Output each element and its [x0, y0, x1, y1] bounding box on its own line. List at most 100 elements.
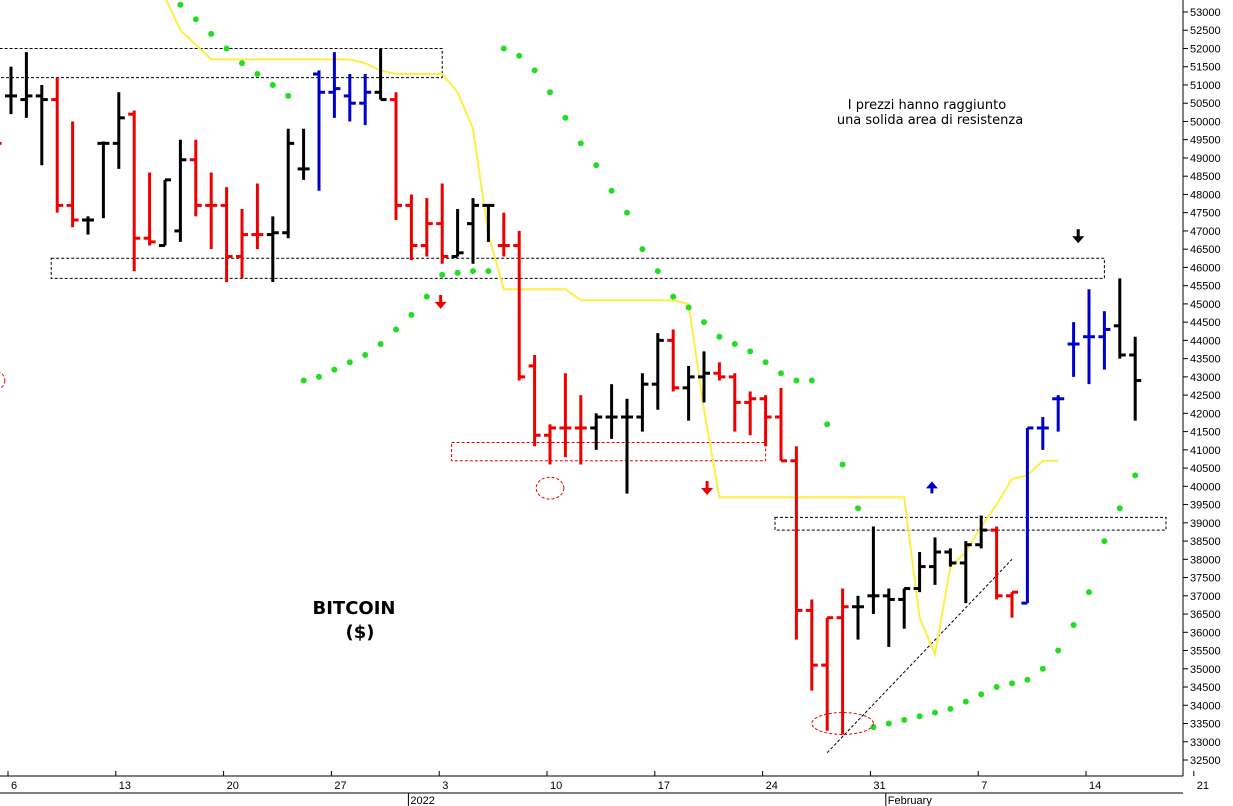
sar-dot-26 [577, 140, 584, 147]
y-tick-label-26: 45500 [1190, 281, 1221, 293]
sar-dot-17 [439, 271, 446, 278]
signal-arrow-head-1 [701, 487, 714, 495]
y-tick-label-3: 34000 [1190, 700, 1221, 712]
ohlc-bar-17 [251, 183, 264, 250]
ohlc-bar-56 [852, 595, 864, 640]
ohlc-bar-11 [159, 178, 171, 248]
signal-arrow-head-2 [925, 481, 938, 489]
highlight-ellipse-1 [535, 476, 565, 500]
ohlc-bar-29 [436, 183, 449, 264]
y-tick-label-5: 35000 [1190, 664, 1221, 676]
y-tick-label-1: 33000 [1190, 737, 1221, 749]
ohlc-bar-24 [359, 74, 372, 126]
sar-dot-45 [870, 724, 877, 731]
y-tick-label-9: 37000 [1190, 591, 1221, 603]
trendline-layer [826, 558, 1013, 754]
resistance-zone-1 [50, 257, 1105, 279]
y-tick-label-32: 48500 [1190, 171, 1221, 183]
sar-dot-48 [916, 713, 923, 720]
y-tick-label-15: 40000 [1190, 481, 1221, 493]
ohlc-bar-31 [467, 198, 479, 264]
ohlc-bar-8 [112, 92, 125, 169]
sar-dot-60 [1101, 538, 1108, 545]
sar-dot-22 [516, 52, 523, 59]
ohlc-bar-62 [944, 548, 957, 567]
sar-dot-49 [932, 709, 938, 716]
annotation-line-1: I prezzi hanno raggiunto [848, 98, 1006, 113]
y-tick-label-4: 34500 [1190, 682, 1221, 694]
ohlc-bar-49 [744, 391, 757, 436]
ohlc-bar-6 [82, 216, 94, 235]
sar-dot-13 [377, 341, 384, 348]
sar-dot-12 [362, 351, 369, 358]
x-tick-label-7: 24 [766, 780, 778, 792]
y-tick-label-16: 40500 [1190, 463, 1221, 475]
ohlc-bar-68 [1036, 417, 1049, 450]
sar-dot-9 [316, 373, 322, 380]
sar-dot-14 [393, 326, 399, 333]
y-tick-label-28: 46500 [1190, 244, 1221, 256]
highlight-ellipse-2 [811, 712, 874, 735]
sar-dot-20 [485, 268, 492, 275]
sar-dot-44 [855, 505, 861, 512]
ohlc-bar-21 [313, 70, 325, 191]
sar-dot-16 [423, 293, 430, 300]
sar-dot-18 [454, 269, 461, 276]
sar-dot-53 [993, 684, 1000, 691]
ohlc-bar-46 [698, 351, 710, 403]
sar-dot-25 [562, 114, 569, 121]
sar-dot-8 [300, 377, 307, 384]
x-tick-label-6: 17 [658, 780, 670, 792]
ohlc-bar-72 [1098, 311, 1111, 370]
y-tick-label-39: 52000 [1190, 43, 1221, 55]
support-trendline [826, 558, 1013, 754]
y-tick-label-29: 47000 [1190, 226, 1221, 238]
y-tick-label-8: 36500 [1190, 609, 1221, 621]
ohlc-bar-71 [1083, 289, 1095, 385]
x-tick-label-0: 6 [11, 780, 17, 792]
y-tick-label-33: 49000 [1190, 153, 1221, 165]
ohlc-bar-65 [990, 526, 1003, 600]
sar-dot-5 [254, 71, 261, 78]
ohlc-bar-67 [1021, 426, 1034, 605]
y-tick-label-10: 37500 [1190, 573, 1221, 585]
y-tick-label-34: 49500 [1190, 135, 1221, 147]
sar-dot-3 [223, 45, 230, 52]
x-tick-label-9: 7 [981, 780, 987, 792]
y-tick-label-25: 45000 [1190, 299, 1221, 311]
ohlc-bar-51 [775, 387, 787, 463]
highlight-ellipse-0 [0, 371, 6, 390]
y-tick-label-12: 38500 [1190, 536, 1221, 548]
signal-arrow-down-1 [701, 480, 714, 495]
ohlc-bar-26 [390, 92, 402, 220]
ohlc-bar-41 [621, 398, 633, 494]
ohlc-bar-14 [205, 172, 218, 250]
sar-dot-39 [778, 370, 784, 377]
ohlc-bar-40 [605, 384, 618, 439]
ohlc-bar-35 [528, 354, 541, 447]
x-tick-label-3: 27 [334, 780, 346, 792]
sar-dot-51 [962, 698, 969, 705]
sar-dots-layer [177, 1, 1139, 731]
sar-dot-7 [285, 92, 292, 99]
sar-dot-54 [1009, 680, 1015, 687]
ohlc-bar-7 [97, 141, 110, 219]
x-tick-label-1: 13 [119, 780, 131, 792]
resistance-zone-0 [0, 47, 443, 79]
sar-dot-40 [793, 377, 800, 384]
ohlc-bar-45 [682, 365, 695, 421]
ohlc-bar-36 [544, 424, 556, 465]
chart-title: BITCOIN [313, 598, 396, 619]
signal-arrow-up-2 [925, 481, 938, 494]
sar-dot-41 [808, 377, 815, 384]
resistance-zone-2 [451, 442, 767, 462]
y-tick-label-22: 43500 [1190, 354, 1221, 366]
y-tick-label-17: 41000 [1190, 445, 1221, 457]
ohlc-bar-73 [1113, 278, 1126, 359]
sar-dot-21 [500, 45, 507, 52]
sar-dot-24 [547, 89, 553, 96]
x-tick-label-4: 3 [442, 780, 448, 792]
sar-dot-35 [716, 333, 723, 340]
ohlc-bar-9 [128, 110, 141, 272]
